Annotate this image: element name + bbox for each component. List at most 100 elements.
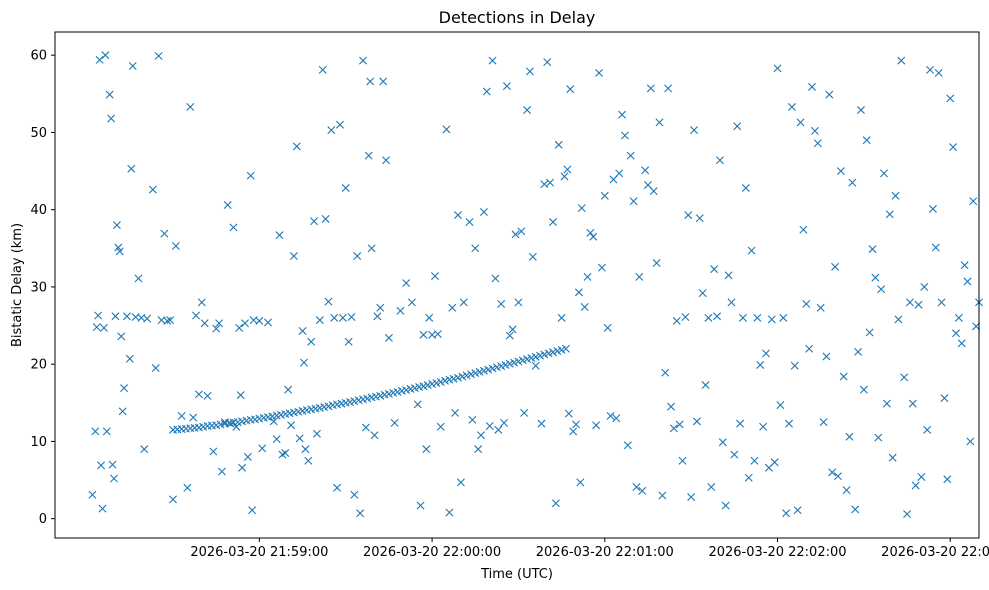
data-point-marker — [741, 184, 750, 193]
data-point-marker — [854, 347, 863, 356]
data-point-marker — [341, 184, 350, 193]
data-point-marker — [822, 352, 831, 361]
data-point-marker — [422, 445, 431, 454]
data-point-marker — [537, 419, 546, 428]
data-point-marker — [574, 288, 583, 297]
data-point-marker — [514, 298, 523, 307]
data-point-marker — [134, 274, 143, 283]
data-point-marker — [531, 361, 540, 370]
x-axis-ticks: 2026-03-20 21:59:00 2026-03-20 22:00:00 20… — [190, 538, 989, 560]
data-point-marker — [767, 315, 776, 324]
data-point-marker — [707, 483, 716, 492]
data-point-marker — [102, 427, 111, 436]
data-point-marker — [203, 391, 212, 400]
data-point-marker — [661, 368, 670, 377]
data-point-marker — [120, 384, 129, 393]
data-point-marker — [281, 449, 290, 458]
data-point-marker — [810, 126, 819, 135]
data-point-marker — [459, 298, 468, 307]
data-point-marker — [560, 172, 569, 181]
data-point-marker — [284, 385, 293, 394]
data-point-marker — [117, 332, 126, 341]
data-point-marker — [859, 385, 868, 394]
data-point-marker — [272, 435, 281, 444]
x-tick-label: 2026-03-20 22:00:00 — [363, 545, 501, 560]
data-point-marker — [646, 84, 655, 93]
data-point-marker — [373, 312, 382, 321]
data-point-marker — [787, 102, 796, 111]
data-point-marker — [701, 381, 710, 390]
data-point-marker — [551, 499, 560, 508]
data-point-marker — [894, 315, 903, 324]
data-point-marker — [632, 483, 641, 492]
data-point-marker — [862, 136, 871, 145]
data-point-marker — [710, 265, 719, 274]
data-point-marker — [940, 394, 949, 403]
data-point-marker — [91, 427, 100, 436]
data-point-marker — [148, 185, 157, 194]
data-point-marker — [885, 210, 894, 219]
data-point-marker — [684, 211, 693, 220]
data-point-marker — [597, 263, 606, 272]
data-point-marker — [865, 328, 874, 337]
data-point-marker — [540, 180, 549, 189]
data-point-marker — [232, 422, 241, 431]
data-point-marker — [95, 55, 104, 64]
data-point-marker — [220, 418, 229, 427]
data-point-marker — [511, 230, 520, 239]
data-point-marker — [528, 252, 537, 261]
data-point-marker — [580, 303, 589, 312]
data-point-marker — [454, 211, 462, 220]
data-point-marker — [695, 214, 704, 223]
data-point-marker — [934, 68, 943, 77]
data-point-marker — [589, 232, 598, 241]
data-point-marker — [759, 422, 768, 431]
data-point-marker — [836, 167, 845, 176]
data-point-marker — [318, 65, 327, 74]
data-point-marker — [828, 468, 837, 477]
data-point-marker — [969, 197, 978, 206]
data-point-marker — [733, 122, 742, 131]
data-point-marker — [500, 418, 509, 427]
data-point-marker — [189, 413, 198, 422]
data-point-marker — [333, 483, 342, 492]
data-point-marker — [301, 445, 310, 454]
data-point-marker — [773, 64, 782, 73]
data-point-marker — [315, 316, 324, 325]
data-point-marker — [186, 102, 195, 111]
data-point-marker — [448, 303, 457, 312]
y-tick-label: 40 — [30, 203, 47, 218]
data-point-marker — [258, 444, 267, 453]
data-point-marker — [641, 166, 650, 175]
data-point-marker — [721, 501, 730, 510]
data-point-marker — [615, 169, 624, 178]
data-point-marker — [669, 424, 678, 433]
data-point-marker — [762, 349, 770, 358]
x-axis-label: Time (UTC) — [480, 567, 553, 582]
data-point-marker — [946, 94, 955, 103]
data-point-marker — [744, 473, 753, 482]
data-point-marker — [782, 509, 791, 518]
data-point-marker — [384, 333, 393, 342]
data-point-marker — [407, 298, 416, 307]
data-point-marker — [212, 324, 221, 333]
data-point-marker — [107, 114, 116, 123]
data-point-marker — [312, 429, 321, 438]
data-point-marker — [445, 508, 454, 517]
data-point-marker — [856, 106, 865, 115]
y-axis-ticks: 0 10 20 30 40 50 60 — [30, 49, 55, 527]
data-point-marker — [649, 187, 658, 196]
y-tick-label: 30 — [30, 280, 47, 295]
data-point-marker — [931, 243, 940, 252]
data-point-marker — [310, 217, 319, 226]
data-point-marker — [171, 241, 180, 250]
data-point-marker — [366, 77, 375, 86]
data-point-marker — [468, 415, 477, 424]
data-point-marker — [390, 418, 399, 427]
data-point-marker — [845, 432, 854, 441]
data-point-marker — [419, 330, 428, 339]
data-point-marker — [235, 323, 244, 332]
data-point-marker — [652, 258, 661, 267]
data-point-marker — [664, 84, 673, 93]
